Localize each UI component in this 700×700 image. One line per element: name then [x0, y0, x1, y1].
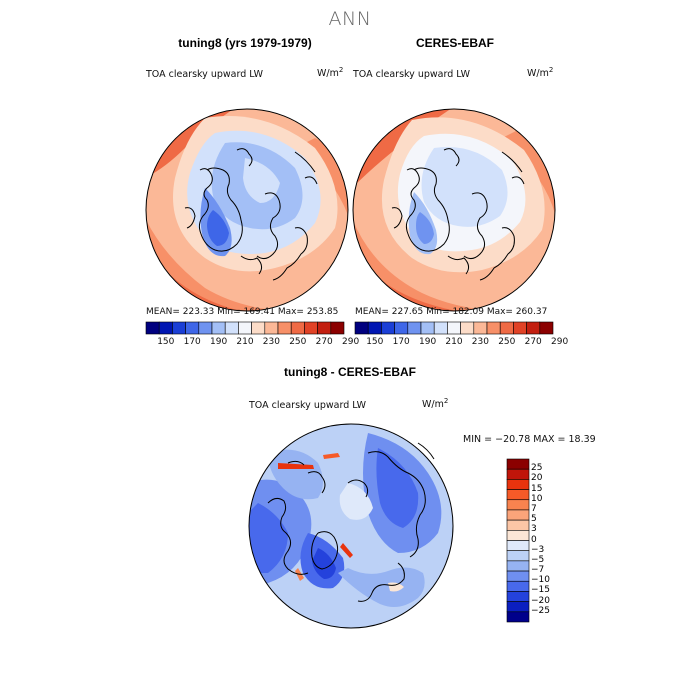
panel-1-colorbar-swatch: [277, 321, 292, 335]
diff-colorbar-swatch: [506, 509, 530, 521]
panel-1-colorbar-swatch: [158, 321, 173, 335]
diff-colorbar-ticks: 25 20 15 10 7 5 3 0 −3 −5 −7 −10 −15 −20 −25: [531, 459, 571, 622]
panel-1-colorbar-tick-label: 250: [289, 337, 307, 347]
panel-1-colorbar-swatch: [172, 321, 186, 335]
diff-colorbar-tick-label: 20: [531, 473, 543, 484]
panel-2-colorbar-tick-label: 150: [366, 337, 384, 347]
panel-1-map: [145, 108, 349, 312]
panel-2-colorbar-tick-label: 230: [471, 337, 489, 347]
panel-1-colorbar-swatch: [251, 321, 266, 335]
panel-1-colorbar-swatch: [304, 321, 318, 335]
panel-1-colorbar-swatch: [198, 321, 213, 335]
panel-2-title: CERES-EBAF: [415, 36, 494, 50]
panel-2-variable: TOA clearsky upward LW: [353, 69, 471, 80]
panel-1-colorbar-tick-label: 150: [157, 337, 175, 347]
panel-2-colorbar-swatch: [473, 321, 488, 335]
panel-1-colorbar-tick-label: 210: [236, 337, 254, 347]
panel-1-colorbar-swatch: [185, 321, 200, 335]
panel-2-colorbar-swatch: [407, 321, 422, 335]
diff-colorbar-swatch: [506, 499, 530, 511]
diff-colorbar-tick-label: −10: [531, 575, 550, 586]
diff-colorbar-swatch: [506, 468, 530, 480]
panel-2-map: [352, 108, 556, 312]
panel-2-colorbar-tick-label: 290: [551, 337, 569, 347]
diff-colorbar-swatch: [506, 611, 530, 623]
panel-1-colorbar-tick-label: 170: [183, 337, 201, 347]
panel-1-colorbar: [145, 321, 345, 335]
panel-1-colorbar-swatch: [211, 321, 226, 335]
diff-colorbar-tick-label: −3: [531, 544, 545, 555]
diff-panel-map: [248, 423, 454, 629]
panel-1-title: tuning8 (yrs 1979-1979): [178, 36, 312, 50]
panel-2-colorbar: [354, 321, 554, 335]
panel-2-units: W/m2: [527, 66, 554, 80]
diff-colorbar-tick-label: 10: [531, 493, 543, 504]
diff-colorbar-tick-label: 7: [531, 503, 537, 514]
panel-1-colorbar-swatch: [290, 321, 305, 335]
diff-colorbar-swatch: [506, 560, 530, 572]
diff-colorbar-swatch: [506, 530, 530, 541]
panel-1-colorbar-tick-label: 270: [315, 337, 333, 347]
panel-2-colorbar-swatch: [513, 321, 527, 335]
panel-2-colorbar-tick-label: 270: [524, 337, 542, 347]
diff-panel-minmax: MIN = −20.78 MAX = 18.39: [463, 434, 596, 445]
diff-colorbar-swatch: [506, 519, 530, 531]
panel-2-colorbar-swatch: [539, 321, 554, 335]
diff-colorbar-swatch: [506, 601, 530, 613]
panel-2-colorbar-tick-label: 210: [445, 337, 463, 347]
diff-colorbar-tick-label: 3: [531, 524, 537, 535]
panel-2-colorbar-swatch: [499, 321, 514, 335]
diff-colorbar: [506, 458, 530, 623]
panel-2-colorbar-swatch: [526, 321, 541, 335]
panel-2-colorbar-swatch: [460, 321, 475, 335]
diff-colorbar-swatch: [506, 591, 530, 602]
panel-1-colorbar-swatch: [317, 321, 332, 335]
diff-panel-variable: TOA clearsky upward LW: [249, 400, 367, 411]
diff-colorbar-tick-label: −25: [531, 605, 550, 616]
panel-1-colorbar-ticks: 150 170 190 210 230 250 270 290: [146, 337, 359, 349]
panel-2-colorbar-swatch: [486, 321, 501, 335]
panel-1-variable: TOA clearsky upward LW: [146, 69, 264, 80]
panel-2-colorbar-swatch: [433, 321, 448, 335]
diff-colorbar-swatch: [506, 550, 530, 562]
panel-2-stats: MEAN= 227.65 Min= 182.09 Max= 260.37: [355, 307, 548, 317]
diff-panel-title: tuning8 - CERES-EBAF: [284, 365, 416, 379]
panel-2-colorbar-swatch: [394, 321, 409, 335]
diff-colorbar-swatch: [506, 489, 530, 501]
panel-1-colorbar-swatch: [238, 321, 252, 335]
diff-panel-units: W/m2: [422, 397, 449, 411]
panel-2-colorbar-swatch: [367, 321, 382, 335]
panel-2-colorbar-swatch: [381, 321, 395, 335]
diff-colorbar-tick-label: −20: [531, 595, 550, 606]
panel-2-colorbar-tick-label: 170: [392, 337, 410, 347]
panel-2-colorbar-swatch: [447, 321, 461, 335]
panel-1-colorbar-swatch: [145, 321, 160, 335]
diff-colorbar-swatch: [506, 580, 530, 592]
diff-colorbar-tick-label: 0: [531, 534, 537, 545]
panel-1-colorbar-swatch: [224, 321, 239, 335]
panel-1-colorbar-tick-label: 290: [342, 337, 360, 347]
diff-colorbar-swatch: [506, 479, 530, 490]
panel-2-colorbar-swatch: [420, 321, 435, 335]
diff-colorbar-tick-label: 25: [531, 463, 543, 474]
panel-2-colorbar-ticks: 150 170 190 210 230 250 270 290: [355, 337, 568, 349]
diff-colorbar-tick-label: 5: [531, 514, 537, 525]
panel-1-colorbar-tick-label: 190: [210, 337, 228, 347]
panel-1-stats: MEAN= 223.33 Min= 169.41 Max= 253.85: [146, 307, 339, 317]
figure-title: ANN: [328, 8, 372, 30]
panel-2-colorbar-swatch: [354, 321, 369, 335]
diff-colorbar-swatch: [506, 540, 530, 551]
diff-colorbar-swatch: [506, 570, 530, 582]
diff-colorbar-tick-label: −5: [531, 554, 545, 565]
diff-colorbar-tick-label: −7: [531, 565, 545, 576]
panel-2-colorbar-tick-label: 190: [419, 337, 437, 347]
panel-2-colorbar-tick-label: 250: [498, 337, 516, 347]
diff-colorbar-tick-label: −15: [531, 585, 550, 596]
panel-1-colorbar-swatch: [264, 321, 279, 335]
diff-colorbar-swatch: [506, 458, 530, 470]
panel-1-colorbar-swatch: [330, 321, 345, 335]
panel-1-colorbar-tick-label: 230: [262, 337, 280, 347]
diff-colorbar-tick-label: 15: [531, 483, 543, 494]
panel-1-units: W/m2: [317, 66, 344, 80]
